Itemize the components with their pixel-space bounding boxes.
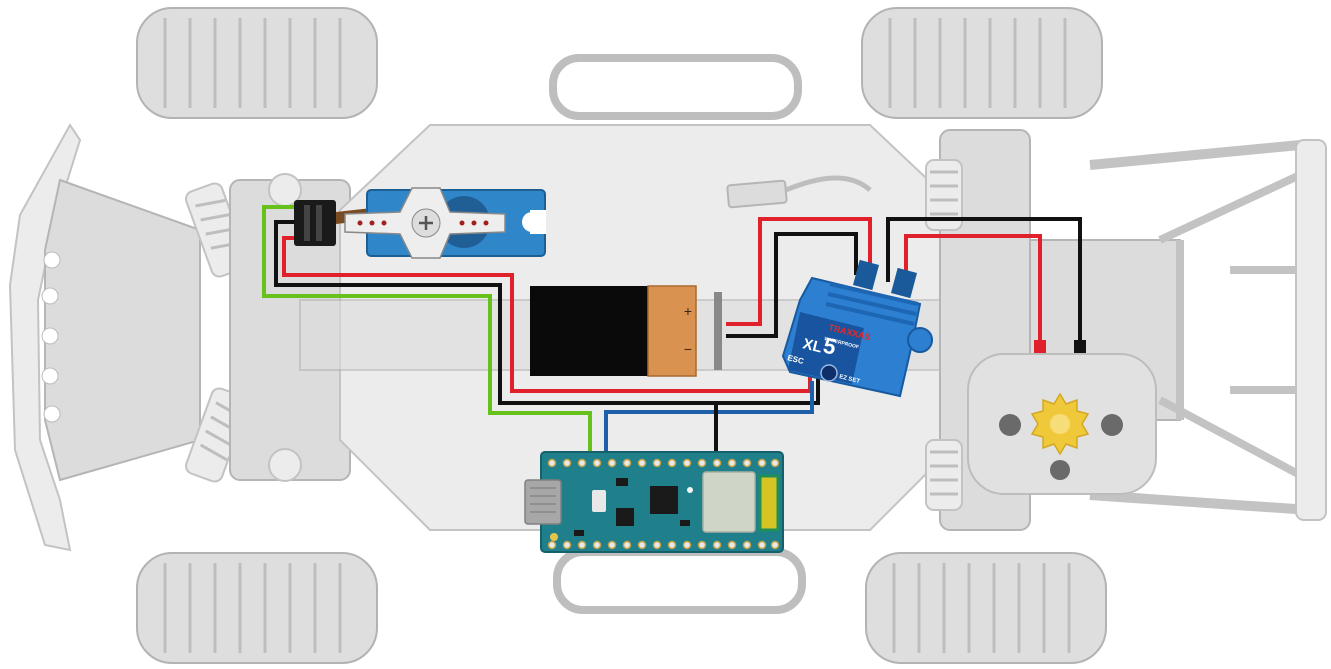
rc-car-chassis	[8, 7, 1327, 664]
bumper-holes	[41, 251, 61, 423]
arduino-header-pins	[547, 458, 780, 550]
battery-orange-section	[647, 285, 697, 377]
wire-servo-signal	[262, 205, 592, 457]
rear-handle	[553, 548, 806, 614]
wire-servo-ground	[274, 220, 820, 405]
battery-positive-mark: +	[684, 303, 692, 319]
arduino-reset-button	[592, 490, 606, 512]
battery-black-section	[530, 286, 650, 376]
front-handle	[549, 54, 802, 120]
tire-front-left	[136, 7, 378, 119]
wiring	[262, 205, 1082, 457]
esc-model-number: 5	[821, 333, 839, 360]
wire-battery-positive	[726, 217, 872, 326]
esc-label-area	[788, 312, 864, 384]
arduino-mcu	[650, 486, 678, 514]
esc-tag: ESC	[787, 353, 805, 366]
rear-left-shock	[925, 159, 963, 231]
wire-motor-negative	[886, 217, 1082, 345]
tire-rear-right	[865, 552, 1107, 664]
motor-terminal-red	[1034, 340, 1046, 356]
battery-negative-mark: −	[684, 341, 692, 357]
rear-right-shock	[925, 439, 963, 511]
dc-motor	[967, 340, 1157, 495]
battery-terminal	[714, 292, 722, 370]
tire-front-right	[136, 552, 378, 664]
battery-9v: + −	[530, 285, 722, 377]
motor-terminal-black	[1074, 340, 1086, 356]
stock-connector	[726, 175, 872, 209]
servo-connector	[294, 200, 336, 246]
wire-battery-negative	[726, 232, 858, 338]
front-bumper-plate	[44, 178, 201, 482]
arduino-nano-board	[524, 451, 784, 553]
esc-set-button	[820, 364, 838, 382]
servo-motor	[294, 187, 546, 259]
esc-module: TRAXXAS WATERPROOF XL 5 ESC EZ SET	[781, 259, 933, 398]
esc-button-label: EZ SET	[839, 374, 861, 385]
esc-model: XL	[801, 335, 824, 356]
wire-motor-positive	[904, 234, 1042, 345]
wire-esc-signal	[604, 381, 814, 457]
tire-rear-left	[861, 7, 1103, 119]
arduino-usb-port	[524, 479, 562, 525]
arduino-wifi-module	[702, 471, 756, 533]
